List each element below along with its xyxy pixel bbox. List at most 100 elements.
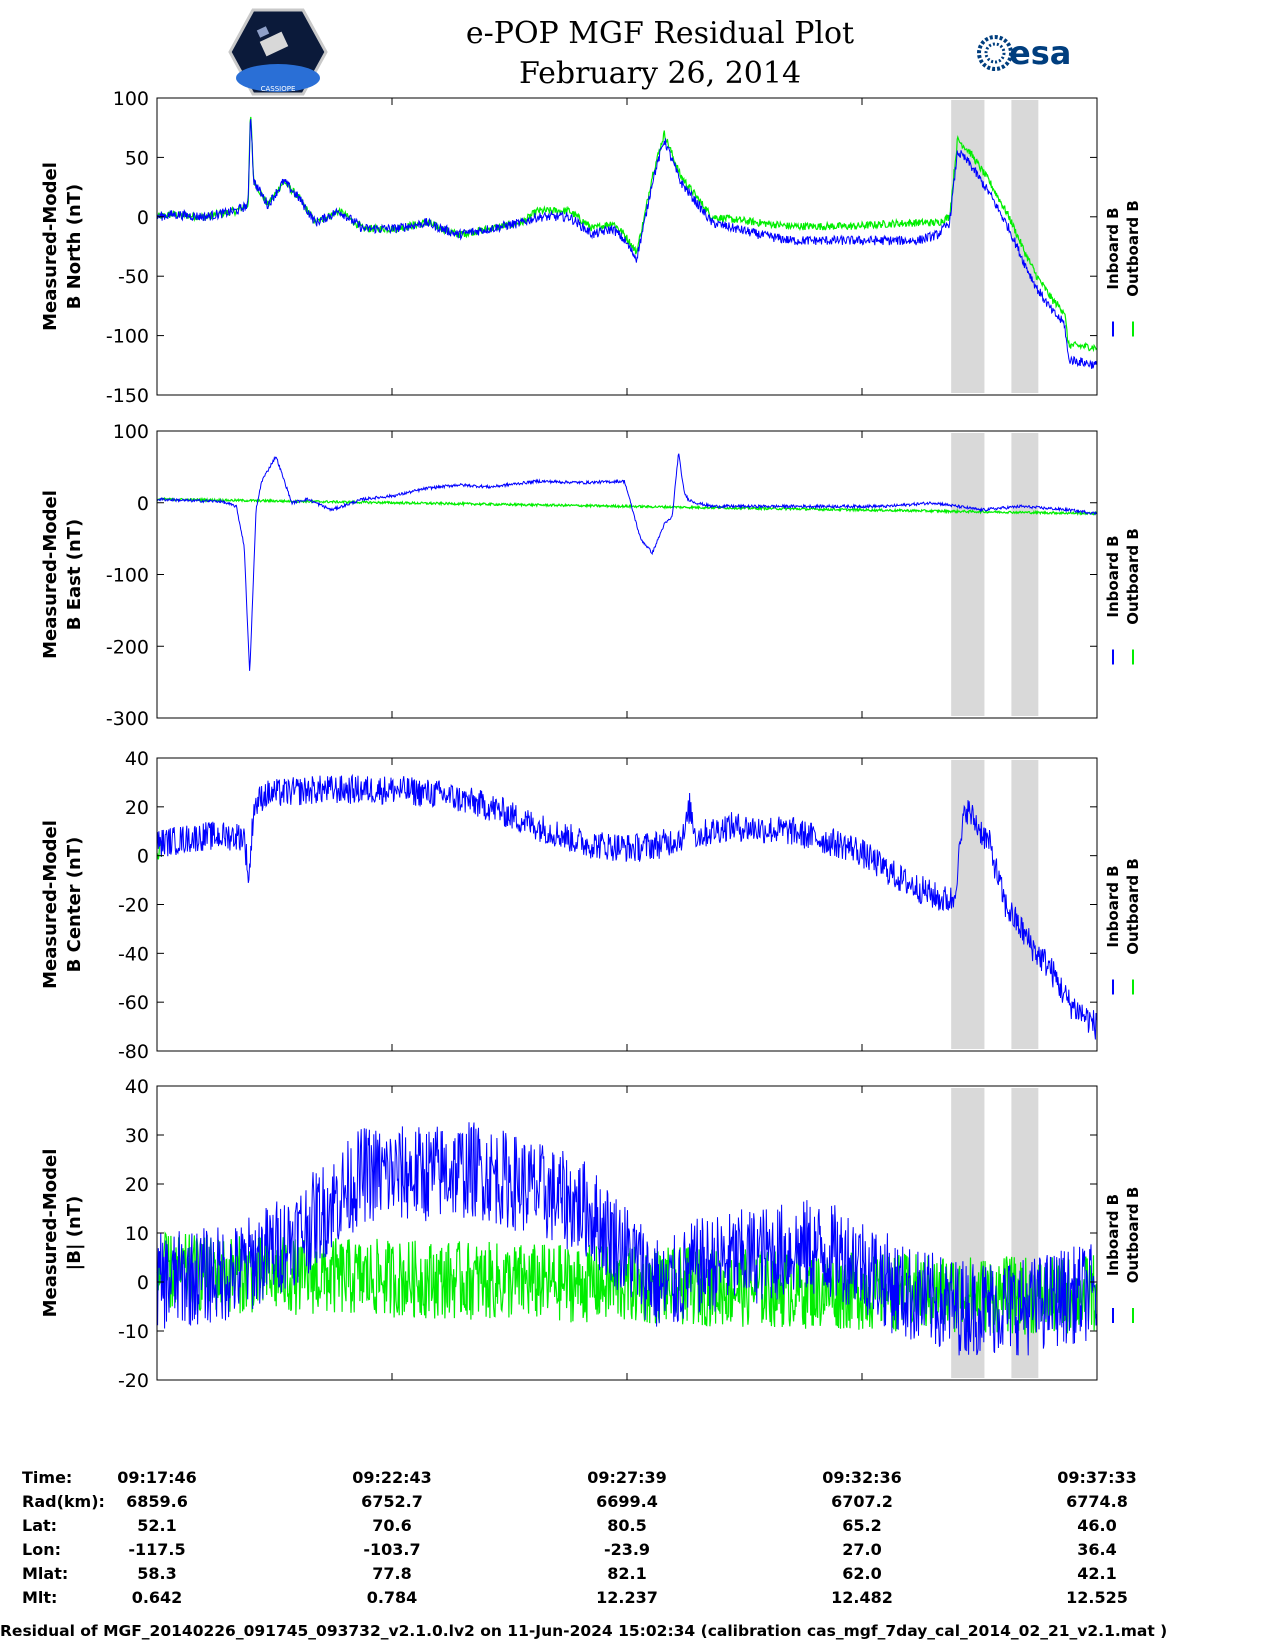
y-tick-label: 50 [125, 147, 149, 169]
row-label-lon: Lon: [22, 1540, 61, 1559]
inboard-series-line [156, 119, 1098, 369]
shaded-region [951, 433, 985, 716]
y-tick-label: 20 [125, 797, 149, 819]
y-axis-label: Measured-Model [40, 490, 61, 659]
legend-inboard-label: Inboard B [1104, 207, 1122, 289]
table-cell-mlat: 62.0 [842, 1564, 882, 1583]
y-axis-label: B North (nT) [64, 184, 85, 310]
table-cell-rad: 6774.8 [1066, 1492, 1128, 1511]
esa-logo: esa [977, 34, 1071, 72]
y-tick-label: 100 [113, 88, 149, 110]
y-axis-label: Measured-Model [40, 162, 61, 331]
footer-caption: Residual of MGF_20140226_091745_093732_v… [0, 1622, 1168, 1640]
table-cell-mlt: 12.525 [1066, 1588, 1128, 1607]
table-cell-mlt: 12.237 [596, 1588, 658, 1607]
legend-outboard-label: Outboard B [1124, 528, 1142, 625]
legend-inboard-label: Inboard B [1104, 535, 1122, 617]
y-tick-label: 10 [125, 1223, 149, 1245]
y-tick-label: 0 [137, 1272, 149, 1294]
table-cell-rad: 6752.7 [361, 1492, 423, 1511]
y-tick-label: -200 [106, 636, 149, 658]
table-cell-time: 09:17:46 [117, 1468, 197, 1487]
y-tick-label: -10 [118, 1321, 149, 1343]
y-tick-label: 40 [125, 748, 149, 770]
cassiope-logo-text: CASSIOPE [261, 85, 296, 93]
table-cell-mlt: 12.482 [831, 1588, 893, 1607]
table-cell-lat: 70.6 [372, 1516, 412, 1535]
panel-3: 40 20 0 -20 -40 -60 -80 Measured-Model B Center … [40, 748, 1142, 1063]
table-cell-rad: 6707.2 [831, 1492, 893, 1511]
y-axis-label: |B| (nT) [64, 1196, 85, 1271]
y-tick-label: 40 [125, 1076, 149, 1098]
table-cell-mlat: 77.8 [372, 1564, 412, 1583]
table-cell-rad: 6859.6 [126, 1492, 188, 1511]
table-cell-lon: -103.7 [363, 1540, 421, 1559]
table-cell-time: 09:27:39 [587, 1468, 667, 1487]
legend-inboard-label: Inboard B [1104, 1194, 1122, 1276]
table-cell-lon: 36.4 [1077, 1540, 1117, 1559]
legend-outboard-label: Outboard B [1124, 200, 1142, 297]
y-axis-label: B East (nT) [64, 519, 85, 631]
table-cell-mlat: 42.1 [1077, 1564, 1117, 1583]
y-tick-label: -150 [106, 385, 149, 407]
table-cell-lat: 46.0 [1077, 1516, 1117, 1535]
row-label-time: Time: [22, 1468, 73, 1487]
y-tick-label: -80 [118, 1041, 149, 1063]
legend-inboard-label: Inboard B [1104, 865, 1122, 947]
cassiope-mission-logo: CASSIOPE [228, 8, 328, 96]
row-label-mlt: Mlt: [22, 1588, 58, 1607]
shaded-region [1011, 760, 1039, 1049]
y-tick-label: 30 [125, 1125, 149, 1147]
table-cell-lat: 65.2 [842, 1516, 882, 1535]
y-tick-label: -100 [106, 565, 149, 587]
y-tick-label: 0 [137, 207, 149, 229]
table-cell-mlat: 82.1 [607, 1564, 647, 1583]
y-tick-label: 20 [125, 1174, 149, 1196]
title-line-2: February 26, 2014 [518, 56, 802, 91]
table-cell-lat: 52.1 [137, 1516, 177, 1535]
y-tick-label: -100 [106, 326, 149, 348]
legend-outboard-label: Outboard B [1124, 858, 1142, 955]
table-cell-lon: 27.0 [842, 1540, 882, 1559]
legend-outboard-label: Outboard B [1124, 1187, 1142, 1284]
plot-title: e-POP MGF Residual Plot February 26, 201… [380, 14, 940, 94]
row-label-rad: Rad(km): [22, 1492, 105, 1511]
row-label-lat: Lat: [22, 1516, 58, 1535]
table-cell-lon: -23.9 [603, 1540, 651, 1559]
y-tick-label: 0 [137, 846, 149, 868]
table-cell-mlt: 0.642 [131, 1588, 183, 1607]
table-cell-lon: -117.5 [128, 1540, 186, 1559]
y-axis-label: B Center (nT) [64, 837, 85, 973]
table-cell-rad: 6699.4 [596, 1492, 658, 1511]
y-tick-label: -40 [118, 943, 149, 965]
ephemeris-table: Time: Rad(km): Lat: Lon: Mlat: Mlt: 09:1… [0, 1468, 1275, 1618]
table-cell-time: 09:22:43 [352, 1468, 432, 1487]
y-tick-label: -50 [118, 266, 149, 288]
row-label-mlat: Mlat: [22, 1564, 69, 1583]
table-cell-time: 09:37:33 [1057, 1468, 1137, 1487]
inboard-series-line [156, 773, 1098, 1040]
inboard-series-line [156, 1122, 1098, 1356]
y-tick-label: -20 [118, 1370, 149, 1392]
table-cell-mlt: 0.784 [366, 1588, 418, 1607]
table-cell-mlat: 58.3 [137, 1564, 177, 1583]
table-cell-time: 09:32:36 [822, 1468, 902, 1487]
title-line-1: e-POP MGF Residual Plot [465, 16, 855, 51]
y-axis-label: Measured-Model [40, 1149, 61, 1318]
shaded-region [1011, 433, 1039, 716]
y-tick-label: -20 [118, 895, 149, 917]
y-tick-label: 0 [137, 493, 149, 515]
y-tick-label: -60 [118, 992, 149, 1014]
shaded-region [951, 100, 985, 393]
y-tick-label: 100 [113, 421, 149, 443]
esa-logo-text: esa [1009, 34, 1071, 72]
y-axis-label: Measured-Model [40, 820, 61, 989]
y-tick-label: -300 [106, 708, 149, 730]
panel-1: 100 50 0 -50 -100 -150 Measured-Model B North (… [40, 88, 1142, 407]
panel-4: 40 30 20 10 0 -10 -20 Measured-Model |B| (nT) Inb… [40, 1076, 1142, 1392]
table-cell-lat: 80.5 [607, 1516, 647, 1535]
panel-2: 100 0 -100 -200 -300 Measured-Model B East (nT… [40, 421, 1142, 730]
inboard-series-line [156, 453, 1098, 671]
outboard-series-line [156, 116, 1098, 353]
